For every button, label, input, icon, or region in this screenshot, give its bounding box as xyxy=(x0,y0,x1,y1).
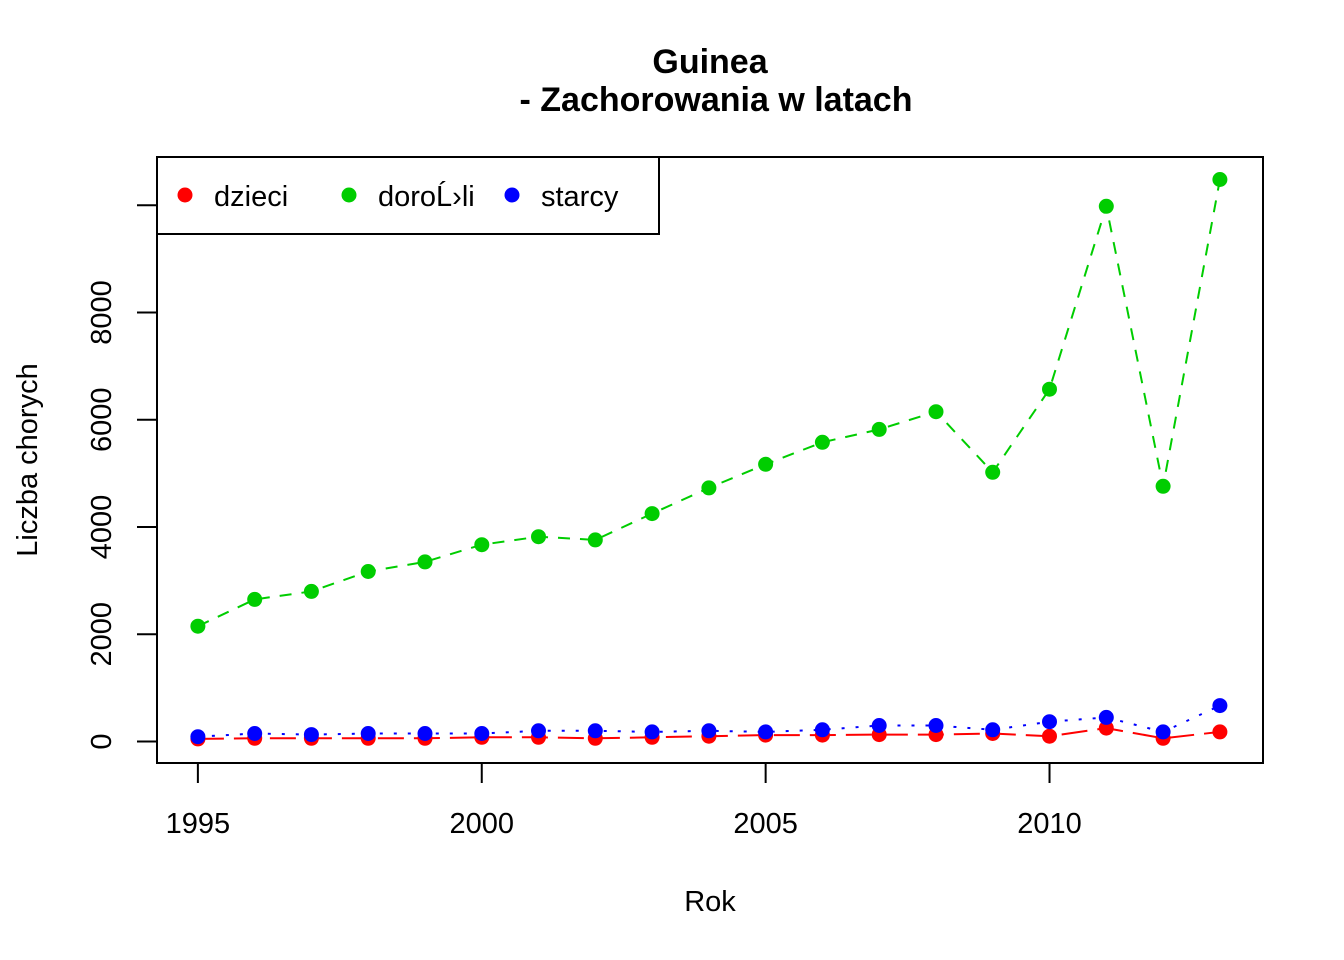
data-point-starcy-2013 xyxy=(1212,698,1228,714)
y-tick-label-0: 0 xyxy=(86,733,118,749)
data-point-starcy-2002 xyxy=(587,723,603,739)
plot-frame xyxy=(156,156,1264,764)
data-point-doroĹ›li-2002 xyxy=(587,532,603,548)
data-point-dzieci-2011 xyxy=(1098,720,1114,736)
data-point-doroĹ›li-2009 xyxy=(985,464,1001,480)
legend-item-doroĹ›li: doroĹ›li xyxy=(341,180,475,213)
chart-title-line2: - Zachorowania w latach xyxy=(520,81,913,119)
data-point-doroĹ›li-2012 xyxy=(1155,478,1171,494)
y-tick-label-8000: 8000 xyxy=(86,280,118,345)
legend-label-doroĹ›li: doroĹ›li xyxy=(378,180,475,213)
data-point-starcy-1996 xyxy=(247,726,263,741)
data-point-doroĹ›li-2006 xyxy=(814,434,830,450)
data-point-doroĹ›li-2011 xyxy=(1098,198,1114,214)
data-point-doroĹ›li-1998 xyxy=(360,564,376,579)
y-tick-label-2000: 2000 xyxy=(86,602,118,667)
series-line-doroĹ›li xyxy=(197,179,1221,628)
data-point-doroĹ›li-2010 xyxy=(1042,381,1057,397)
data-point-starcy-2001 xyxy=(531,723,546,739)
legend-box xyxy=(156,156,660,235)
y-axis-label: Liczba chorych xyxy=(12,363,44,556)
data-point-starcy-2011 xyxy=(1098,709,1114,725)
data-point-starcy-2008 xyxy=(928,718,944,733)
data-point-doroĹ›li-2008 xyxy=(928,404,944,420)
data-point-doroĹ›li-2005 xyxy=(758,456,774,472)
data-point-starcy-1997 xyxy=(303,727,319,743)
data-point-starcy-1995 xyxy=(190,729,206,745)
legend: dzieci doroĹ›li starcy xyxy=(156,156,660,235)
y-tick-label-4000: 4000 xyxy=(86,495,118,560)
legend-label-starcy: starcy xyxy=(541,181,619,213)
data-point-doroĹ›li-2013 xyxy=(1212,172,1228,187)
legend-marker-dzieci xyxy=(177,187,193,203)
data-point-starcy-2000 xyxy=(474,726,490,741)
data-point-dzieci-2010 xyxy=(1042,728,1057,744)
data-point-starcy-2010 xyxy=(1042,714,1057,730)
data-point-starcy-2009 xyxy=(985,722,1001,738)
data-point-doroĹ›li-2007 xyxy=(871,421,887,437)
x-tick-label-2000: 2000 xyxy=(450,808,515,840)
data-point-doroĹ›li-1997 xyxy=(303,583,319,599)
data-point-starcy-2012 xyxy=(1155,724,1171,740)
data-point-doroĹ›li-2000 xyxy=(474,537,490,553)
x-tick-label-2010: 2010 xyxy=(1017,808,1082,840)
legend-item-starcy: starcy xyxy=(504,181,619,213)
x-tick-label-1995: 1995 xyxy=(166,808,231,840)
data-point-starcy-1999 xyxy=(417,726,433,741)
data-point-starcy-2007 xyxy=(871,718,887,733)
data-point-doroĹ›li-2004 xyxy=(701,480,717,496)
chart-title-line1: Guinea xyxy=(652,43,768,81)
legend-marker-starcy xyxy=(504,187,520,203)
legend-item-dzieci: dzieci xyxy=(177,181,288,213)
plot-area xyxy=(190,172,1228,747)
legend-marker-doroĹ›li xyxy=(341,187,357,203)
data-point-dzieci-2013 xyxy=(1212,724,1228,740)
data-point-starcy-2006 xyxy=(814,722,830,738)
series-doroĹ›li xyxy=(190,172,1228,634)
data-point-doroĹ›li-2001 xyxy=(531,529,546,545)
x-axis-label: Rok xyxy=(684,886,736,918)
y-tick-label-6000: 6000 xyxy=(86,388,118,453)
data-point-doroĹ›li-1996 xyxy=(247,591,263,607)
data-point-starcy-1998 xyxy=(360,726,376,741)
data-point-doroĹ›li-1999 xyxy=(417,554,433,570)
data-point-starcy-2003 xyxy=(644,724,660,740)
legend-label-dzieci: dzieci xyxy=(214,181,288,213)
data-point-starcy-2004 xyxy=(701,723,717,739)
axes: 1995 2000 2005 2010 0 2000 4000 6000 8000 xyxy=(86,156,1264,840)
x-tick-label-2005: 2005 xyxy=(733,808,798,840)
data-point-doroĹ›li-1995 xyxy=(190,618,206,634)
data-point-doroĹ›li-2003 xyxy=(644,506,660,522)
series-starcy xyxy=(190,698,1228,745)
data-point-starcy-2005 xyxy=(758,724,774,740)
